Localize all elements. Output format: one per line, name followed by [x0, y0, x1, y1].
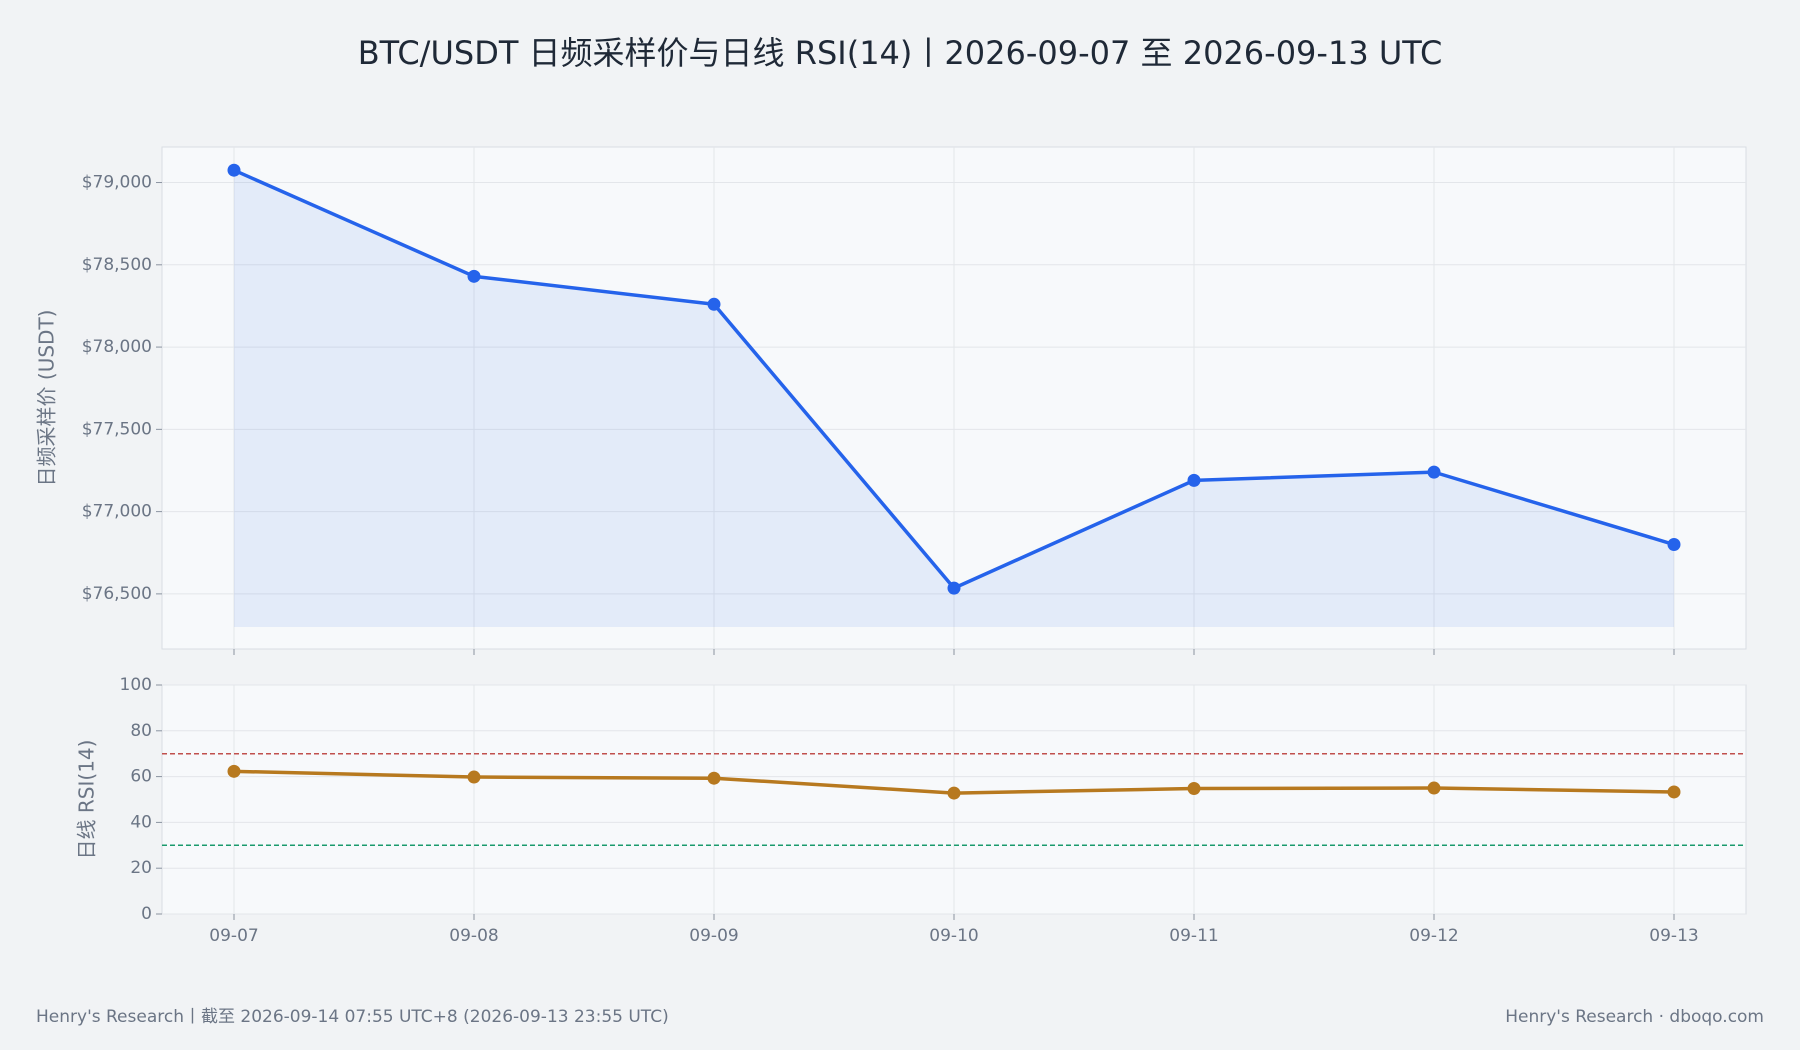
x-tick-label: 09-10: [929, 926, 978, 946]
footer-left: Henry's Research丨截至 2026-09-14 07:55 UTC…: [36, 1007, 669, 1027]
y-tick-label: 60: [130, 767, 152, 787]
point: [227, 163, 241, 177]
y-tick-label: $77,500: [82, 419, 152, 439]
y-tick-label: $76,500: [82, 584, 152, 604]
y-tick-label: 20: [130, 858, 152, 878]
y-tick-label: $78,000: [82, 337, 152, 357]
x-tick-label: 09-12: [1409, 926, 1458, 946]
point: [227, 764, 241, 778]
footer-right: Henry's Research · dboqo.com: [1505, 1007, 1764, 1027]
x-tick-label: 09-13: [1649, 926, 1698, 946]
point: [1667, 785, 1681, 799]
y-tick-label: 40: [130, 812, 152, 832]
y-tick-label: $78,500: [82, 255, 152, 275]
y-tick-label: $79,000: [82, 173, 152, 193]
point: [1187, 782, 1201, 796]
point: [1427, 781, 1441, 795]
y-tick-label: $77,000: [82, 502, 152, 522]
x-tick-label: 09-07: [209, 926, 258, 946]
point: [947, 786, 961, 800]
x-tick-label: 09-08: [449, 926, 498, 946]
point: [467, 269, 481, 283]
area: [234, 170, 1674, 628]
y-axis-label: 日线 RSI(14): [75, 740, 99, 860]
y-tick-label: 0: [141, 904, 152, 924]
point: [1187, 473, 1201, 487]
point: [707, 297, 721, 311]
point: [707, 771, 721, 785]
point: [467, 770, 481, 784]
point: [947, 581, 961, 595]
y-axis-label: 日频采样价 (USDT): [35, 310, 59, 487]
chart-title: BTC/USDT 日频采样价与日线 RSI(14)丨2026-09-07 至 2…: [358, 34, 1443, 72]
point: [1667, 538, 1681, 552]
y-tick-label: 100: [120, 675, 152, 695]
x-tick-label: 09-11: [1169, 926, 1218, 946]
y-tick-label: 80: [130, 721, 152, 741]
point: [1427, 465, 1441, 479]
x-tick-label: 09-09: [689, 926, 738, 946]
